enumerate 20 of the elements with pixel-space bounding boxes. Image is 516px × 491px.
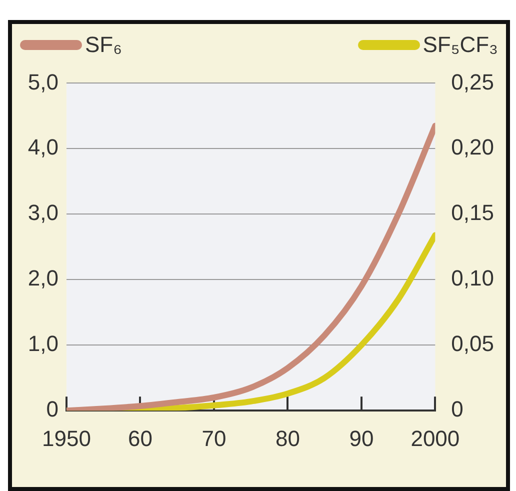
x-tick-label: 80 (275, 426, 300, 451)
y2-tick-label: 0 (451, 396, 464, 422)
y2-tick-label: 0,15 (451, 200, 494, 226)
y2-tick-label: 0,20 (451, 134, 494, 160)
y2-tick-label: 0,25 (451, 69, 494, 94)
y-tick-label: 5,0 (28, 69, 58, 94)
y-tick-label: 3,0 (28, 200, 58, 226)
y-tick-label: 4,0 (28, 134, 58, 160)
legend-label: SF₅CF₃ (422, 32, 498, 58)
y-tick-label: 1,0 (28, 331, 58, 356)
y2-tick-label: 0,10 (451, 266, 494, 291)
x-tick-label: 60 (128, 426, 152, 451)
y-tick-label: 0 (46, 396, 58, 422)
x-tick-label: 2000 (410, 426, 460, 451)
x-tick-label: 1950 (42, 426, 91, 451)
y-tick-label: 2,0 (28, 266, 58, 291)
legend-label: SF₆ (85, 32, 122, 58)
x-tick-label: 70 (202, 426, 226, 451)
x-tick-label: 90 (349, 426, 374, 451)
y2-tick-label: 0,05 (451, 331, 494, 356)
